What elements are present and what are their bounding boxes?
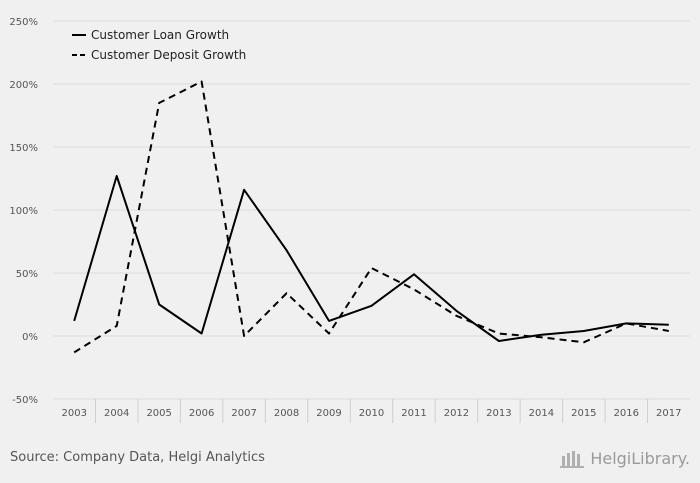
series-group	[73, 80, 669, 354]
x-tick-label: 2009	[316, 408, 341, 419]
legend: Customer Loan Growth Customer Deposit Gro…	[72, 28, 246, 62]
y-tick-label: 50%	[16, 269, 38, 280]
library-icon	[560, 451, 585, 468]
y-tick-label: 200%	[9, 80, 38, 91]
x-tick-label: 2011	[401, 408, 426, 419]
x-tick-label: 2007	[231, 408, 256, 419]
x-tick-label: 2004	[104, 408, 129, 419]
x-tick-label: 2008	[274, 408, 299, 419]
y-tick-label: -50%	[12, 395, 38, 406]
x-tick-label: 2003	[62, 408, 87, 419]
brand-name: HelgiLibrary.	[590, 448, 690, 468]
y-tick-label: 100%	[9, 206, 38, 217]
legend-label[interactable]: Customer Loan Growth	[91, 28, 229, 42]
series-line-0	[73, 175, 669, 342]
x-tick-label: 2010	[359, 408, 384, 419]
y-tick-label: 250%	[9, 17, 38, 28]
x-tick-label: 2012	[444, 408, 469, 419]
x-tick-label: 2014	[529, 408, 554, 419]
y-axis-ticks: -50% 0% 50% 100% 150% 200% 250%	[9, 17, 38, 406]
x-tick-label: 2016	[614, 408, 639, 419]
x-tick-label: 2013	[486, 408, 511, 419]
line-chart: -50%0%50%100%150%200%250% 2003 2004 2005 20…	[9, 17, 690, 423]
source-note: Source: Company Data, Helgi Analytics	[10, 450, 265, 465]
x-axis-ticks: 2003 2004 2005 2006 2007 2008 2009 2010 2011 2012…	[62, 399, 681, 423]
legend-label[interactable]: Customer Deposit Growth	[91, 48, 246, 62]
series-line-1	[73, 80, 669, 354]
brand-logo[interactable]: HelgiLibrary.	[560, 448, 690, 468]
x-tick-label: 2015	[571, 408, 596, 419]
x-tick-label: 2005	[146, 408, 171, 419]
y-tick-label: 0%	[22, 332, 38, 343]
y-tick-label: 150%	[9, 143, 38, 154]
x-tick-label: 2017	[656, 408, 681, 419]
x-tick-label: 2006	[189, 408, 214, 419]
grid-lines	[53, 20, 690, 400]
